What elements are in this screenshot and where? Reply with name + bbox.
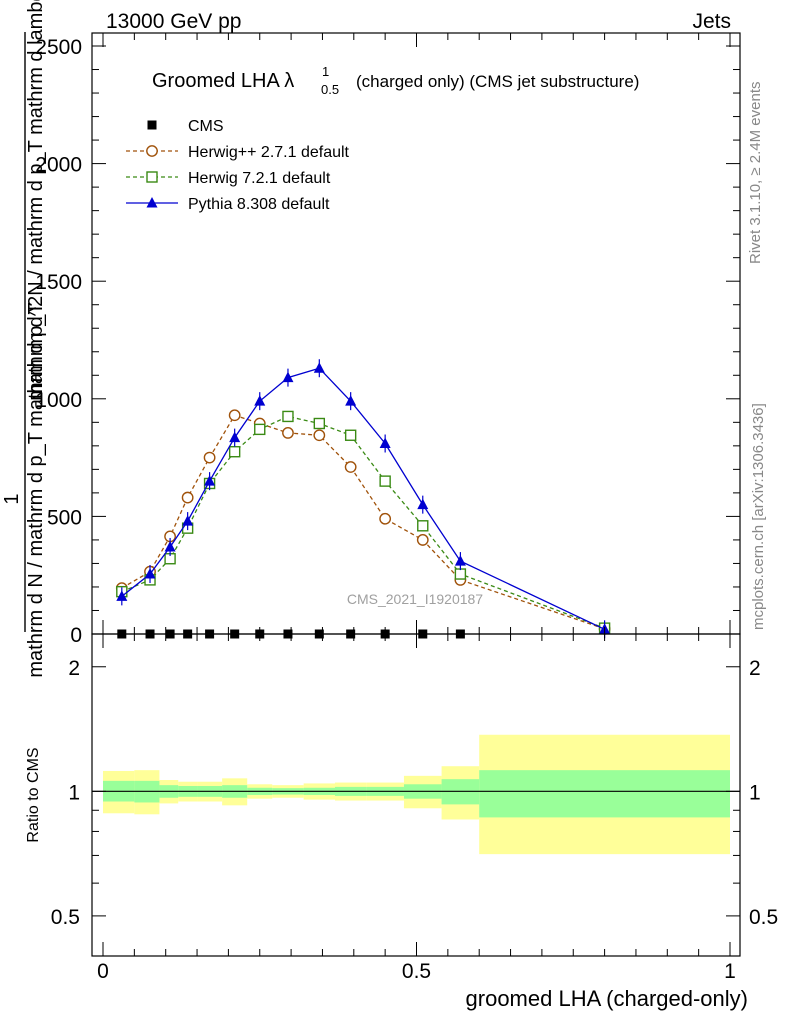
ratio-y-tick-label: 0.5 [51, 906, 80, 929]
data-point [229, 431, 241, 443]
data-point [417, 520, 429, 532]
data-point [344, 461, 357, 473]
data-point [116, 590, 128, 601]
plot-title-main: Groomed LHA λ [152, 70, 294, 92]
data-point [254, 423, 266, 436]
y-label-one: 1 [1, 493, 23, 504]
ratio-y-tick-label: 2 [68, 657, 80, 680]
legend-label: Pythia 8.308 default [188, 196, 330, 213]
data-point [454, 555, 466, 566]
series-line-herwig-2-7-1-default [121, 414, 605, 630]
data-point [313, 362, 325, 373]
ratio-plot-area: 0.5 0.5 1 1 2 2 0 0.5 1 Ratio to CMS groomed LH… [25, 33, 778, 1011]
data-point [182, 515, 194, 526]
series-pythia-8-308-default [116, 359, 611, 639]
y-tick-label: 1000 [35, 389, 82, 412]
data-point [417, 498, 429, 510]
header-energy-label: 13000 GeV pp [106, 10, 241, 33]
data-point [345, 395, 357, 406]
data-point [282, 427, 294, 439]
legend: CMS Herwig++ 2.7.1 default Herwig 7.2.1 de… [126, 118, 350, 213]
legend-label: Herwig 7.2.1 default [188, 170, 331, 187]
x-tick-label: 1 [724, 960, 736, 983]
y-tick-label: 1500 [35, 271, 82, 294]
data-point [204, 475, 216, 486]
data-point [203, 451, 216, 464]
legend-label: Herwig++ 2.7.1 default [188, 144, 350, 161]
ratio-y-axis-label: Ratio to CMS [25, 747, 42, 842]
data-point [379, 475, 391, 487]
x-tick-label: 0 [97, 960, 109, 983]
legend-marker [146, 145, 158, 157]
data-point [416, 534, 429, 546]
main-y-axis-label: 1 mathrm d N / mathrm d p_T mathrm d p_T… [1, 0, 47, 678]
plot-title-superscript: 1 [322, 64, 329, 79]
y-tick-label: 2500 [35, 36, 82, 59]
y-label-denominator: mathrm d N / mathrm d p_T mathrm d p_T [25, 302, 47, 677]
ratio-band-inner [479, 770, 730, 818]
legend-marker [146, 197, 158, 208]
legend-entry-herwig-2-7-1-default: Herwig++ 2.7.1 default [126, 144, 350, 161]
y-tick-label: 0 [70, 624, 82, 647]
y-tick-label: 2000 [35, 154, 82, 177]
legend-entry-cms: CMS [147, 118, 224, 135]
data-point [282, 410, 294, 423]
data-point [454, 568, 467, 580]
data-point [228, 409, 241, 422]
data-point [254, 395, 266, 406]
rivet-version-label: Rivet 3.1.10, ≥ 2.4M events [747, 82, 764, 265]
data-point [379, 512, 392, 525]
legend-entry-pythia-8-308-default: Pythia 8.308 default [126, 196, 330, 213]
data-point [379, 437, 391, 448]
legend-marker [146, 171, 158, 183]
data-point [344, 429, 357, 441]
analysis-id-label: CMS_2021_I1920187 [347, 591, 483, 607]
data-point [181, 491, 194, 504]
x-tick-label: 0.5 [402, 960, 431, 983]
main-plot-area: 0 500 1000 1500 2000 2500 CMS Herwig++ 2.7.1 d… [1, 0, 741, 678]
plot-title: Groomed LHA λ 1 0.5 (charged only) (CMS … [152, 64, 639, 97]
header-category-label: Jets [692, 10, 731, 33]
plot-title-rest: (charged only) (CMS jet substructure) [356, 72, 639, 91]
y-tick-label: 500 [47, 506, 82, 529]
data-point [313, 417, 326, 430]
ratio-y-tick-label: 1 [68, 781, 80, 804]
data-point [164, 540, 176, 552]
ratio-y-tick-label-right: 0.5 [749, 906, 778, 929]
mcplots-label: mcplots.cern.ch [arXiv:1306.3436] [750, 403, 767, 630]
legend-marker [147, 120, 157, 130]
data-point [313, 429, 326, 442]
ratio-y-tick-label-right: 2 [749, 657, 761, 680]
series-line-pythia-8-308-default [121, 367, 605, 630]
legend-label: CMS [188, 118, 224, 135]
data-point [282, 371, 294, 383]
data-point [144, 568, 156, 579]
x-axis-label: groomed LHA (charged-only) [466, 986, 748, 1011]
data-point [228, 446, 241, 458]
y-label-numerator: mathrm d^2N / mathrm d p_T mathrm d lamb… [25, 0, 47, 401]
ratio-y-tick-label-right: 1 [749, 781, 761, 804]
plot-title-subscript: 0.5 [321, 82, 339, 97]
legend-entry-herwig-7-2-1-default: Herwig 7.2.1 default [126, 170, 331, 187]
